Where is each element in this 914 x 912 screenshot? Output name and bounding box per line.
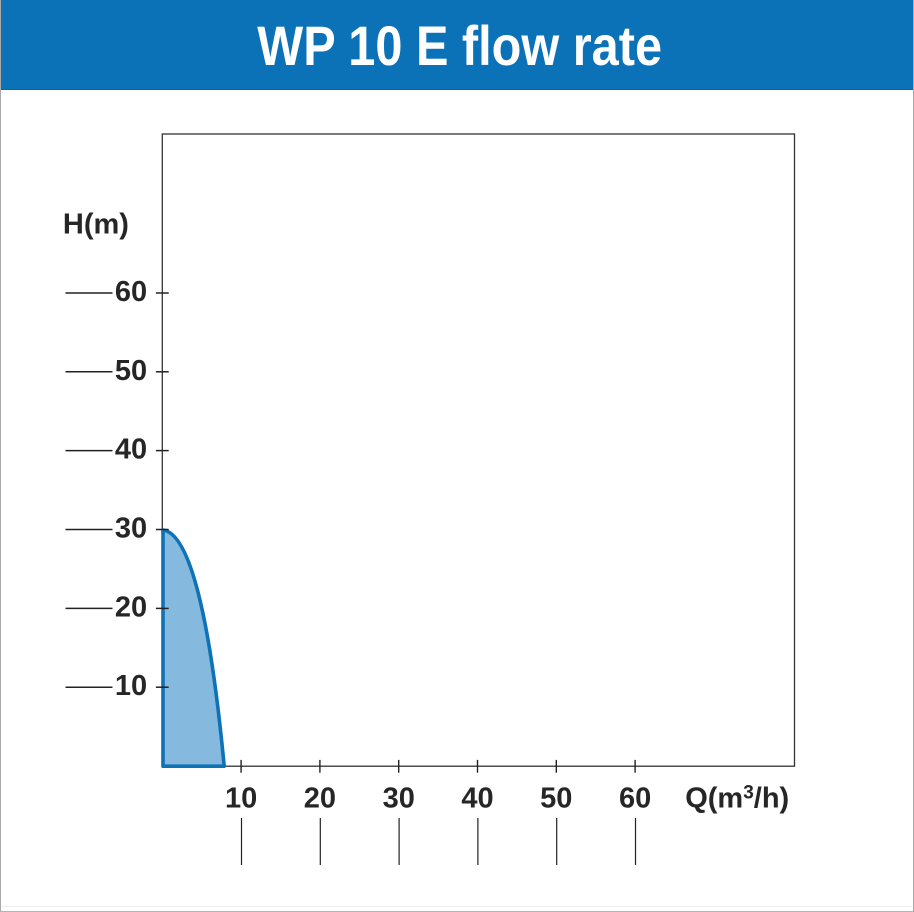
svg-text:40: 40 bbox=[461, 782, 493, 814]
svg-text:Q(m3/h): Q(m3/h) bbox=[685, 782, 789, 814]
svg-text:30: 30 bbox=[383, 782, 415, 814]
svg-text:20: 20 bbox=[304, 782, 336, 814]
svg-text:50: 50 bbox=[540, 782, 572, 814]
svg-text:30: 30 bbox=[115, 513, 147, 545]
svg-text:60: 60 bbox=[619, 782, 651, 814]
svg-text:10: 10 bbox=[225, 782, 257, 814]
svg-text:40: 40 bbox=[115, 434, 147, 466]
svg-text:60: 60 bbox=[115, 276, 147, 308]
svg-text:50: 50 bbox=[115, 355, 147, 387]
svg-text:10: 10 bbox=[115, 670, 147, 702]
svg-text:H(m): H(m) bbox=[63, 208, 129, 240]
svg-text:20: 20 bbox=[115, 591, 147, 623]
